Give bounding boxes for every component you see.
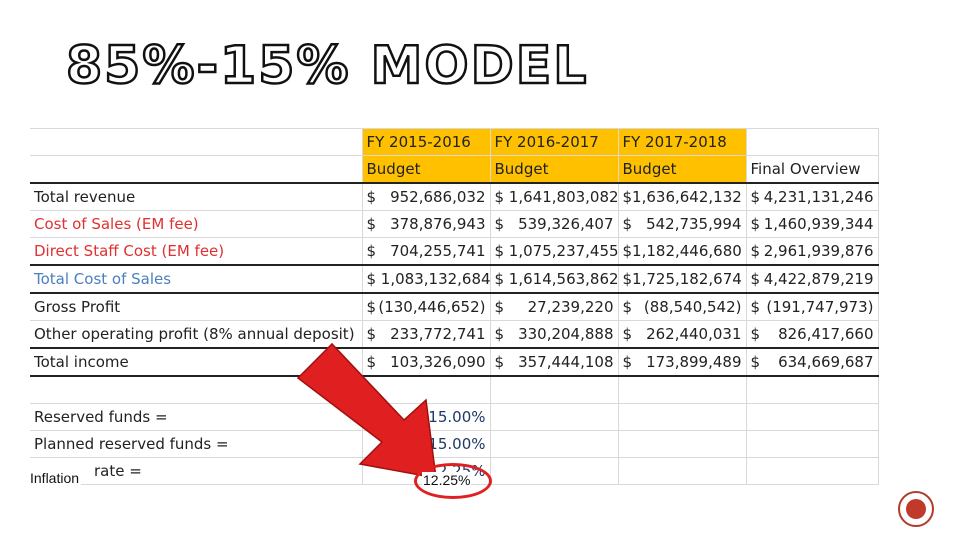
param-label: Planned reserved funds =: [30, 430, 363, 458]
cell-value: 233,772,741: [390, 325, 486, 343]
corner-cell-2: [30, 155, 363, 184]
header-fy3-budget: Budget: [617, 155, 747, 184]
param-row: Planned reserved funds = 15.00%: [30, 430, 879, 458]
table-row: Total Cost of Sales $ 1,083,132,684 $ 1,…: [30, 264, 879, 294]
cell-value: 378,876,943: [390, 215, 486, 233]
param-value: 15.00%: [361, 403, 491, 431]
param-value: 15.00%: [361, 430, 491, 458]
cell-value: 1,725,182,674: [632, 270, 742, 288]
cell-value: $ 1,083,132,684: [361, 264, 491, 294]
header-fy2-budget: Budget: [489, 155, 619, 184]
cell-value: 634,669,687: [778, 353, 874, 371]
budget-spreadsheet: FY 2015-2016 FY 2016-2017 FY 2017-2018 B…: [30, 128, 879, 494]
highlight-circle: [414, 463, 492, 499]
slide-title: 85%-15% MODEL: [65, 35, 589, 98]
cell-value: 262,440,031: [646, 325, 742, 343]
cell-value: 542,735,994: [646, 215, 742, 233]
cell-value: 4,422,879,219: [763, 270, 874, 288]
logo-icon: [898, 491, 934, 527]
header-fy1-year: FY 2015-2016: [361, 128, 491, 156]
header-blank: [745, 128, 879, 156]
header-fy2-year: FY 2016-2017: [489, 128, 619, 156]
cell-value: $ 1,641,803,082: [489, 182, 619, 211]
cell-value: 826,417,660: [778, 325, 874, 343]
cell-value: 539,326,407: [518, 215, 614, 233]
table-row: Gross Profit $ (130,446,652) $27,239,220 …: [30, 292, 879, 321]
cell-value: 952,686,032: [390, 188, 486, 206]
table-row: Direct Staff Cost (EM fee) $704,255,741 …: [30, 237, 879, 266]
cell-value: (88,540,542): [643, 298, 742, 316]
row-label: Total income: [30, 347, 363, 377]
cell-value: (191,747,973): [766, 298, 874, 316]
row-label: Total Cost of Sales: [30, 264, 363, 294]
cell-value: 4,231,131,246: [763, 188, 874, 206]
header-fy1-budget: Budget: [361, 155, 491, 184]
cell-value: 1,460,939,344: [763, 215, 874, 233]
cell-value: $ 1,614,563,862: [489, 264, 619, 294]
cell-value: 704,255,741: [390, 242, 486, 260]
row-label: Gross Profit: [30, 292, 363, 321]
table-row: Total revenue $952,686,032 $ 1,641,803,0…: [30, 182, 879, 211]
header-fy3-year: FY 2017-2018: [617, 128, 747, 156]
cell-value: (130,446,652): [378, 298, 486, 316]
cell-value: 357,444,108: [518, 353, 614, 371]
blank-row: [30, 375, 879, 404]
cell-value: 103,326,090: [390, 353, 486, 371]
param-label: Reserved funds =: [30, 403, 363, 431]
corner-cell: [30, 128, 363, 156]
header-final-overview: Final Overview: [745, 155, 879, 184]
param-row: Reserved funds = 15.00%: [30, 403, 879, 431]
circled-value: 12.25%: [422, 472, 472, 488]
cell-value: 1,182,446,680: [632, 242, 742, 260]
row-label: Cost of Sales (EM fee): [30, 210, 363, 238]
budget-table: FY 2015-2016 FY 2016-2017 FY 2017-2018 B…: [30, 128, 879, 485]
cell-value: 2,961,939,876: [763, 242, 874, 260]
table-row: Total income $103,326,090 $357,444,108 $…: [30, 347, 879, 377]
table-row: Other operating profit (8% annual deposi…: [30, 320, 879, 349]
cell-value: 173,899,489: [646, 353, 742, 371]
cell-value: 1,636,642,132: [632, 188, 742, 206]
inflation-label: Inflation: [28, 470, 82, 486]
row-label: Direct Staff Cost (EM fee): [30, 237, 363, 266]
row-label: Total revenue: [30, 182, 363, 211]
row-label: Other operating profit (8% annual deposi…: [30, 320, 363, 349]
cell-value: 27,239,220: [527, 298, 614, 316]
table-row: Cost of Sales (EM fee) $378,876,943 $539…: [30, 210, 879, 238]
cell-value: $ 1,075,237,455: [489, 237, 619, 266]
cell-value: 330,204,888: [518, 325, 614, 343]
